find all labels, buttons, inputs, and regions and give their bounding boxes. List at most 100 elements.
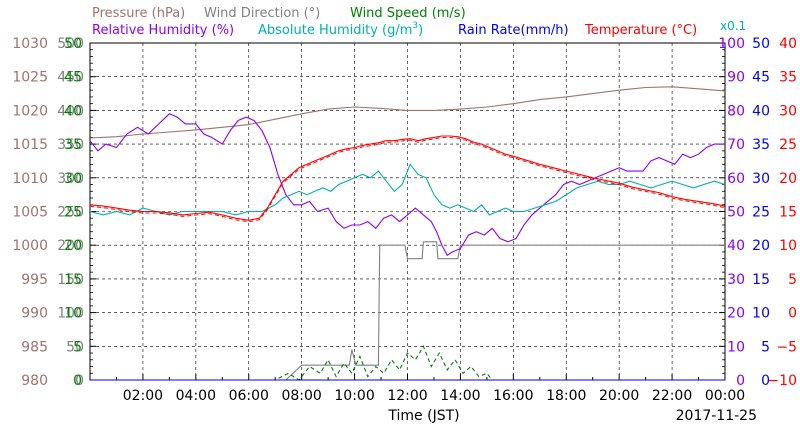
legend-relative-humidity: Relative Humidity (%) <box>92 23 234 38</box>
y-tick-label-rain: 0 <box>761 373 770 389</box>
y-tick-label-wind_dir: 0 <box>75 373 84 389</box>
series-line-temp <box>89 135 726 221</box>
y-tick-label-pressure: 1010 <box>12 171 48 187</box>
y-tick-label-pressure: 985 <box>21 339 48 355</box>
series-line-rh <box>89 163 726 216</box>
legend-absolute-humidity: Absolute Humidity (g/m3) <box>258 21 423 38</box>
y-tick-label-temp: 25 <box>779 137 797 153</box>
y-tick-label-rain: 30 <box>752 171 770 187</box>
absolute-humidity-multiplier: x0.1 <box>720 19 746 33</box>
y-tick-label-rh: 80 <box>727 103 745 119</box>
x-tick-label: 12:00 <box>387 388 427 404</box>
y-tick-label-pressure: 1030 <box>12 36 48 52</box>
y-tick-label-temp: 5 <box>788 272 797 288</box>
y-tick-label-wind_dir: 350 <box>57 137 84 153</box>
y-tick-label-pressure: 980 <box>21 373 48 389</box>
y-tick-label-pressure: 995 <box>21 272 48 288</box>
chart-series <box>89 86 726 381</box>
y-tick-label-pressure: 1000 <box>12 238 48 254</box>
y-tick-label-temp: 0 <box>788 306 797 322</box>
series-line-wind_speed <box>90 345 725 381</box>
series-line-rh <box>89 113 725 257</box>
y-tick-label-pressure: 1020 <box>12 103 48 119</box>
series-line-wind_dir <box>90 241 725 381</box>
y-tick-label-pressure: 1005 <box>12 205 48 221</box>
y-tick-label-rh: 20 <box>727 306 745 322</box>
y-tick-label-rh: 100 <box>718 36 745 52</box>
legend-absolute-humidity-main: Absolute Humidity (g/m <box>258 23 412 38</box>
y-tick-label-rain: 35 <box>752 137 770 153</box>
y-tick-label-rh: 30 <box>727 272 745 288</box>
y-tick-label-rain: 15 <box>752 272 770 288</box>
y-tick-label-wind_speed: 40 <box>64 103 82 119</box>
y-tick-label-wind_dir: 50 <box>66 339 84 355</box>
series-line-temp-dashed <box>89 137 726 223</box>
x-tick-label: 08:00 <box>281 388 321 404</box>
x-tick-label: 14:00 <box>440 388 480 404</box>
y-tick-label-wind_dir: 250 <box>57 205 84 221</box>
y-tick-label-wind_dir: 300 <box>57 171 84 187</box>
chart-legend: Pressure (hPa) Wind Direction (°) Wind S… <box>92 6 746 38</box>
y-tick-label-wind_speed: 25 <box>64 205 82 221</box>
chart-axes: 9809859909951000100510101015102010251030… <box>12 36 797 404</box>
y-tick-label-rh: 70 <box>727 137 745 153</box>
y-tick-label-rh: 90 <box>727 70 745 86</box>
y-tick-label-temp: 10 <box>779 238 797 254</box>
y-tick-label-pressure: 990 <box>21 306 48 322</box>
legend-absolute-humidity-sup: 3 <box>412 21 418 31</box>
date-label: 2017-11-25 <box>676 408 757 424</box>
y-tick-label-rain: 25 <box>752 205 770 221</box>
y-tick-label-rh: 40 <box>727 238 745 254</box>
y-tick-label-wind_speed: 0 <box>73 373 82 389</box>
y-tick-label-wind_speed: 45 <box>64 70 82 86</box>
y-tick-label-wind_speed: 10 <box>64 306 82 322</box>
x-tick-label: 02:00 <box>123 388 163 404</box>
legend-wind-speed: Wind Speed (m/s) <box>350 6 466 21</box>
x-tick-label: 16:00 <box>493 388 533 404</box>
y-tick-label-rain: 5 <box>761 339 770 355</box>
x-tick-label: 10:00 <box>334 388 374 404</box>
x-tick-label: 04:00 <box>176 388 216 404</box>
x-axis-label: Time (JST) <box>387 408 459 424</box>
x-tick-label: 00:00 <box>705 388 745 404</box>
legend-temperature: Temperature (°C) <box>584 23 697 38</box>
y-tick-label-wind_speed: 20 <box>64 238 82 254</box>
legend-absolute-humidity-close: ) <box>418 23 423 38</box>
y-tick-label-rain: 50 <box>752 36 770 52</box>
y-tick-label-wind_dir: 200 <box>57 238 84 254</box>
y-tick-label-temp: 30 <box>779 103 797 119</box>
x-tick-label: 22:00 <box>652 388 692 404</box>
y-tick-label-rain: 45 <box>752 70 770 86</box>
y-tick-label-temp: 40 <box>779 36 797 52</box>
y-tick-label-temp: −5 <box>776 339 797 355</box>
y-tick-label-rh: 10 <box>727 339 745 355</box>
y-tick-label-temp: 20 <box>779 171 797 187</box>
y-tick-label-rain: 40 <box>752 103 770 119</box>
y-tick-label-rain: 10 <box>752 306 770 322</box>
x-tick-label: 06:00 <box>229 388 269 404</box>
y-tick-label-wind_speed: 5 <box>73 339 82 355</box>
y-tick-label-pressure: 1015 <box>12 137 48 153</box>
legend-rain-rate: Rain Rate(mm/h) <box>458 23 569 38</box>
y-tick-label-rh: 60 <box>727 171 745 187</box>
y-tick-label-rh: 0 <box>736 373 745 389</box>
x-tick-label: 18:00 <box>546 388 586 404</box>
y-tick-label-wind_speed: 35 <box>64 137 82 153</box>
y-tick-label-wind_dir: 400 <box>57 103 84 119</box>
x-tick-label: 20:00 <box>599 388 639 404</box>
y-tick-label-temp: 35 <box>779 70 797 86</box>
y-tick-label-temp: −10 <box>767 373 797 389</box>
legend-wind-direction: Wind Direction (°) <box>204 6 320 21</box>
y-tick-label-rh: 50 <box>727 205 745 221</box>
y-tick-label-wind_speed: 50 <box>64 36 82 52</box>
y-tick-label-wind_dir: 150 <box>57 272 84 288</box>
legend-pressure: Pressure (hPa) <box>92 6 185 21</box>
series-line-pressure <box>89 86 726 139</box>
y-tick-label-rain: 20 <box>752 238 770 254</box>
y-tick-label-wind_speed: 15 <box>64 272 82 288</box>
y-tick-label-wind_speed: 30 <box>64 171 82 187</box>
y-tick-label-wind_dir: 450 <box>57 70 84 86</box>
y-tick-label-wind_dir: 100 <box>57 306 84 322</box>
y-tick-label-wind_dir: 500 <box>57 36 84 52</box>
